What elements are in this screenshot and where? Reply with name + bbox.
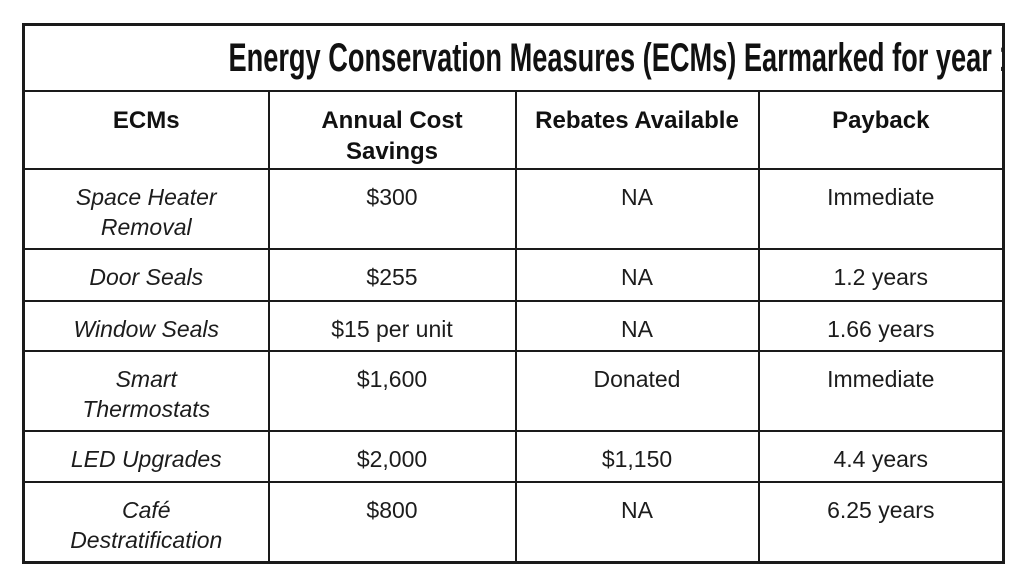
column-header-ecms: ECMs (22, 89, 270, 171)
table-row: LED Upgrades $2,000 $1,150 4.4 years (22, 430, 1005, 484)
ecm-name-cell: LED Upgrades (22, 430, 270, 484)
payback-cell: Immediate (757, 350, 1005, 433)
table-row: Space Heater Removal $300 NA Immediate (22, 168, 1005, 251)
column-header-payback: Payback (757, 89, 1005, 171)
table-row: Café Destratification $800 NA 6.25 years (22, 481, 1005, 564)
payback-cell: 6.25 years (757, 481, 1005, 564)
ecm-name-cell: Door Seals (22, 248, 270, 303)
savings-cell: $1,600 (267, 350, 517, 433)
savings-cell: $800 (267, 481, 517, 564)
ecm-name-cell: Smart Thermostats (22, 350, 270, 433)
rebates-cell: Donated (514, 350, 760, 433)
savings-cell: $300 (267, 168, 517, 251)
rebates-cell: NA (514, 248, 760, 303)
table-title-cell: Energy Conservation Measures (ECMs) Earm… (22, 23, 1005, 92)
payback-cell: 1.2 years (757, 248, 1005, 303)
rebates-cell: NA (514, 481, 760, 564)
ecm-name-cell: Café Destratification (22, 481, 270, 564)
rebates-cell: $1,150 (514, 430, 760, 484)
rebates-cell: NA (514, 300, 760, 353)
savings-cell: $15 per unit (267, 300, 517, 353)
rebates-cell: NA (514, 168, 760, 251)
ecm-name-cell: Window Seals (22, 300, 270, 353)
ecm-table: Energy Conservation Measures (ECMs) Earm… (22, 23, 1006, 564)
header-row: ECMs Annual Cost Savings Rebates Availab… (22, 89, 1005, 171)
ecm-name-cell: Space Heater Removal (22, 168, 270, 251)
title-row: Energy Conservation Measures (ECMs) Earm… (22, 23, 1005, 92)
payback-cell: Immediate (757, 168, 1005, 251)
table-row: Window Seals $15 per unit NA 1.66 years (22, 300, 1005, 353)
column-header-rebates-available: Rebates Available (514, 89, 760, 171)
savings-cell: $2,000 (267, 430, 517, 484)
table-title: Energy Conservation Measures (ECMs) Earm… (228, 36, 1001, 80)
payback-cell: 4.4 years (757, 430, 1005, 484)
column-header-annual-cost-savings: Annual Cost Savings (267, 89, 517, 171)
ecm-table-container: Energy Conservation Measures (ECMs) Earm… (22, 23, 1006, 564)
savings-cell: $255 (267, 248, 517, 303)
table-row: Smart Thermostats $1,600 Donated Immedia… (22, 350, 1005, 433)
table-row: Door Seals $255 NA 1.2 years (22, 248, 1005, 303)
payback-cell: 1.66 years (757, 300, 1005, 353)
